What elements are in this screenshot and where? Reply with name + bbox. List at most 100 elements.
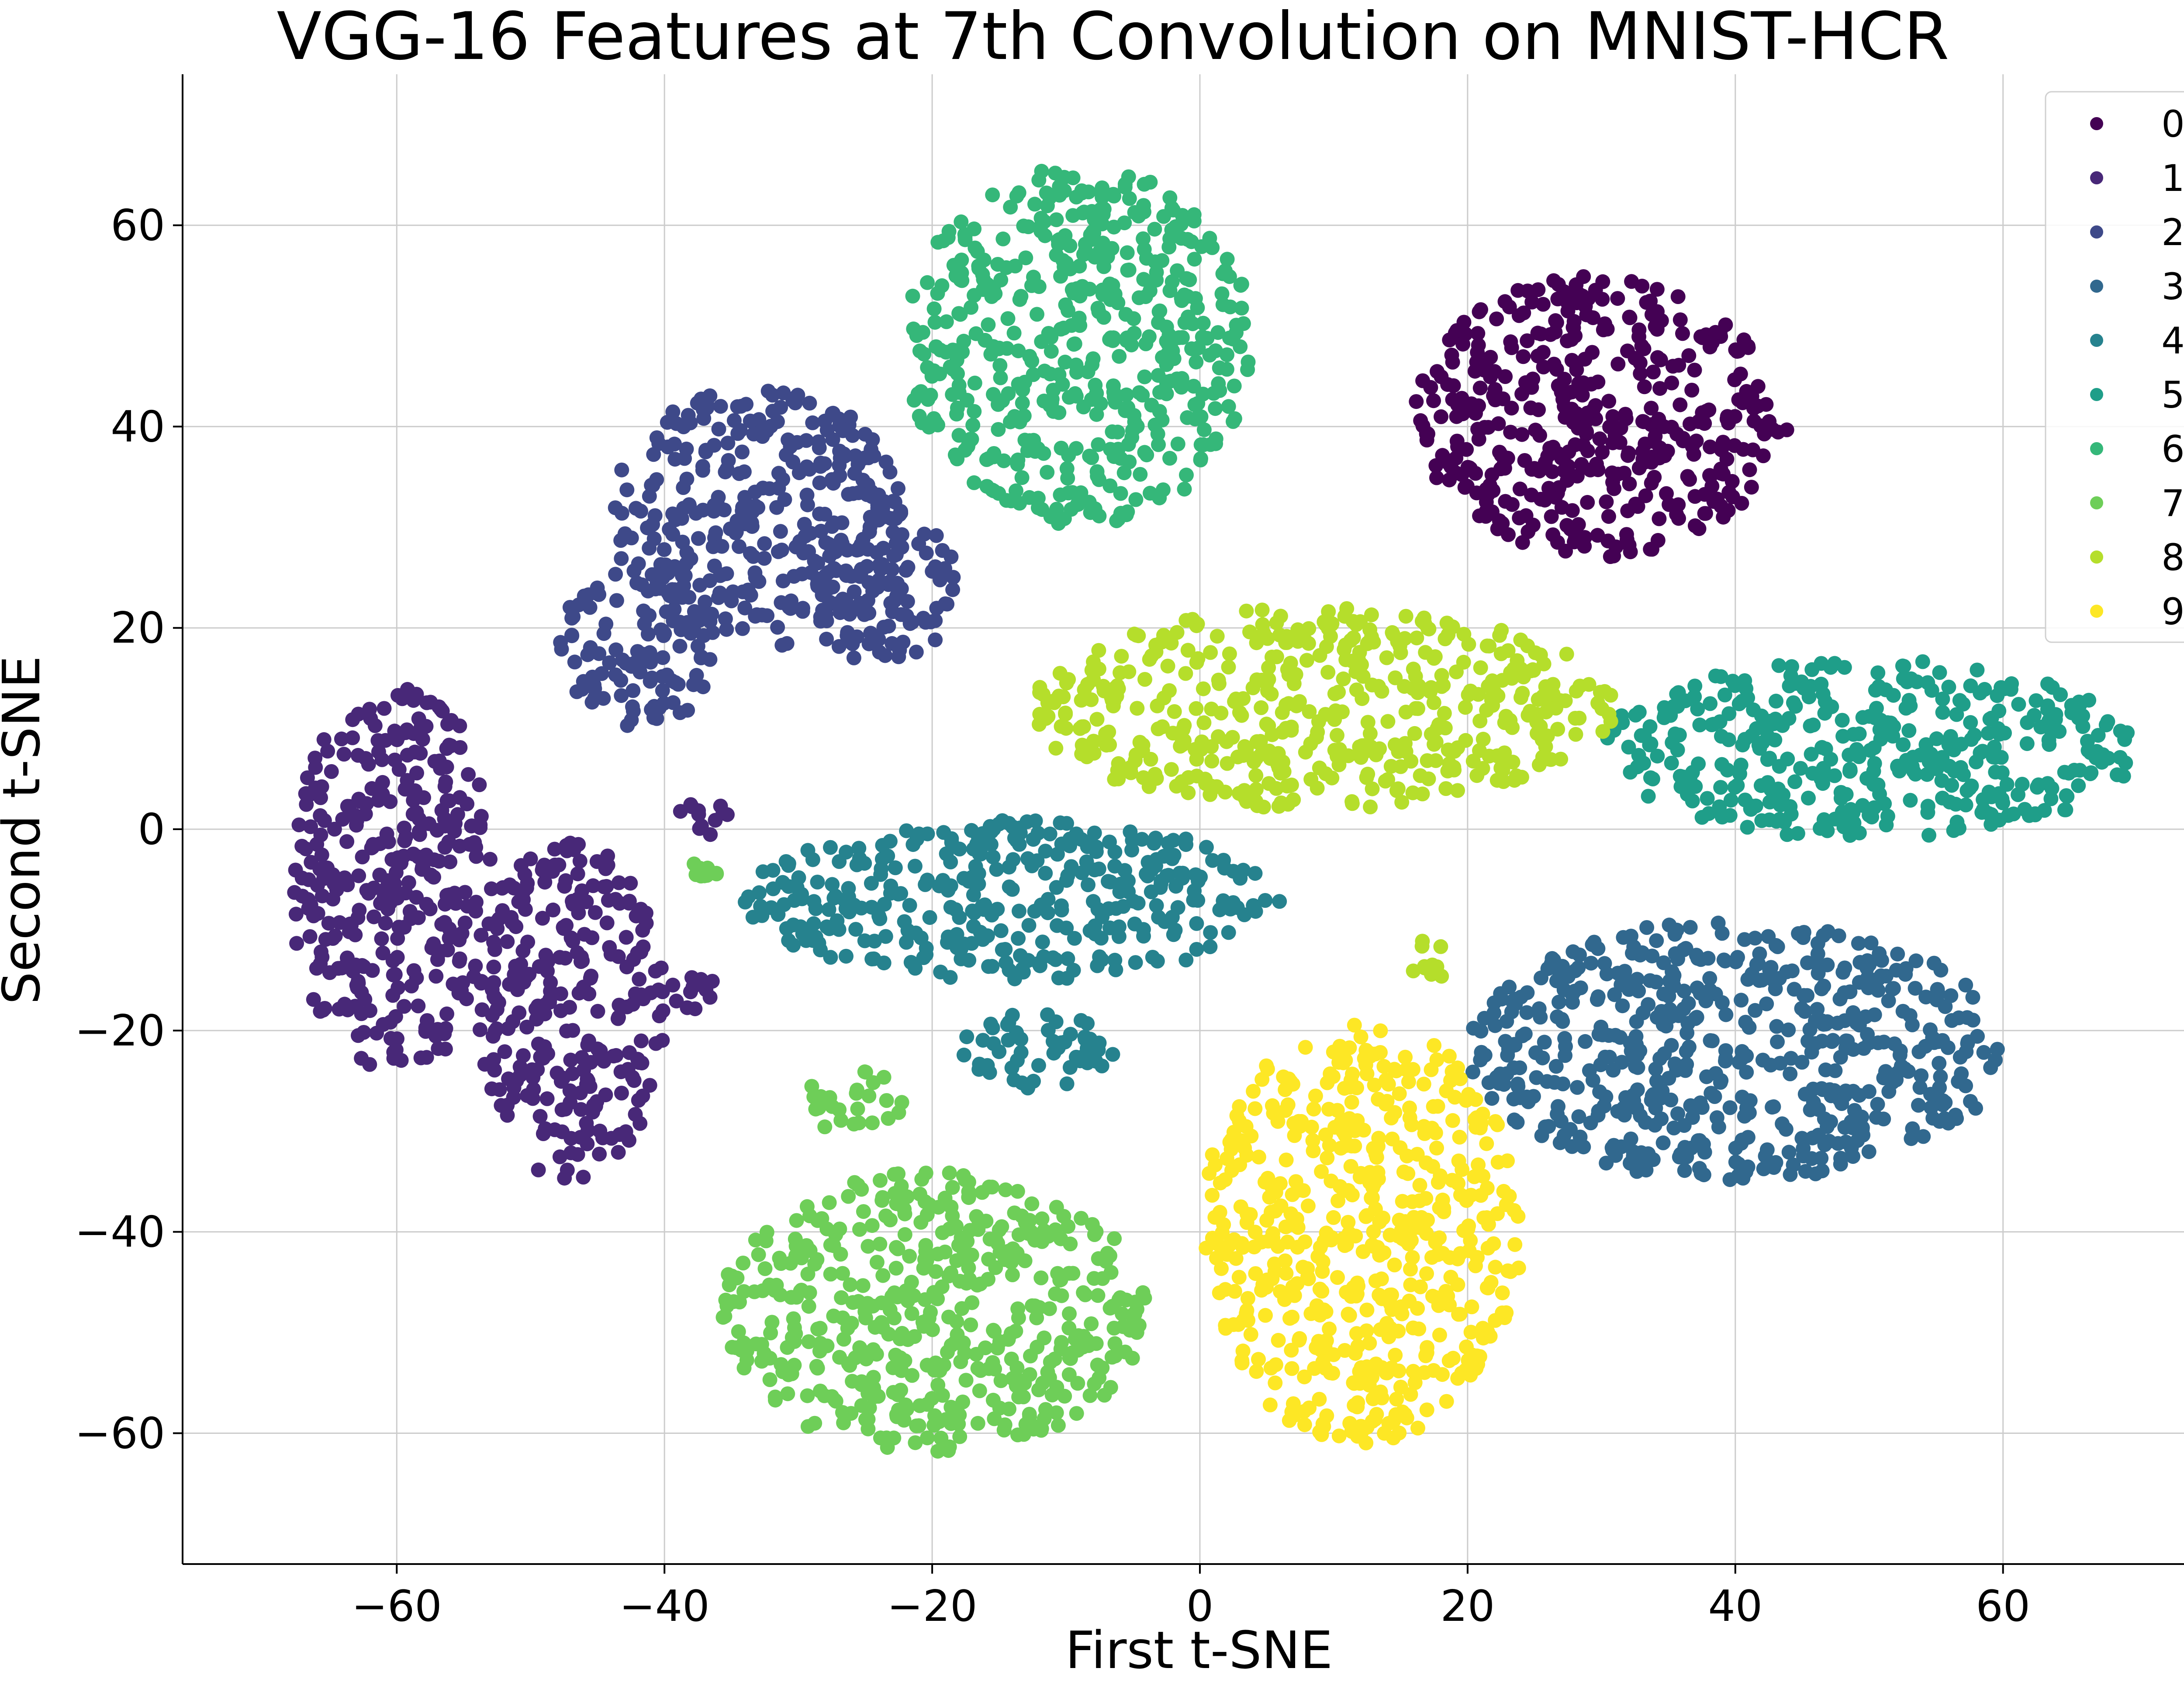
data-point bbox=[532, 1109, 548, 1124]
data-point bbox=[981, 451, 996, 466]
data-point bbox=[315, 1003, 331, 1018]
data-point bbox=[810, 1322, 826, 1336]
data-point bbox=[683, 984, 698, 1000]
data-point bbox=[968, 326, 984, 341]
data-point bbox=[1622, 476, 1637, 491]
data-point bbox=[867, 1389, 881, 1405]
data-point bbox=[1445, 1113, 1460, 1128]
data-point bbox=[1355, 669, 1371, 684]
data-point bbox=[795, 604, 810, 619]
data-point bbox=[1756, 1161, 1771, 1177]
data-point bbox=[874, 557, 890, 572]
data-point bbox=[468, 959, 483, 974]
data-point bbox=[645, 478, 660, 493]
data-point bbox=[1196, 437, 1211, 452]
data-point bbox=[1032, 1300, 1047, 1315]
data-point bbox=[1571, 420, 1586, 436]
data-point bbox=[1338, 637, 1353, 653]
data-point bbox=[1137, 369, 1152, 384]
data-point bbox=[1908, 767, 1923, 782]
data-point bbox=[1833, 1049, 1848, 1065]
data-point bbox=[667, 452, 683, 467]
data-point bbox=[1080, 1016, 1095, 1031]
data-point bbox=[1923, 747, 1939, 762]
data-point bbox=[539, 1091, 555, 1106]
data-point bbox=[614, 1086, 629, 1101]
data-point bbox=[1810, 1002, 1825, 1017]
data-point bbox=[1221, 659, 1236, 675]
data-point bbox=[2057, 802, 2072, 817]
data-point bbox=[2101, 751, 2116, 766]
data-point bbox=[532, 959, 547, 974]
data-point bbox=[1227, 378, 1242, 394]
data-point bbox=[1362, 726, 1378, 741]
data-point bbox=[291, 817, 307, 833]
data-point bbox=[680, 1000, 695, 1015]
data-point bbox=[983, 346, 999, 362]
data-point bbox=[1623, 1132, 1638, 1146]
data-point bbox=[1595, 1027, 1610, 1042]
data-point bbox=[715, 805, 731, 820]
data-point bbox=[720, 436, 736, 451]
data-point bbox=[1581, 677, 1597, 692]
data-point bbox=[1398, 736, 1413, 751]
data-point bbox=[805, 415, 820, 430]
data-point bbox=[473, 1022, 487, 1037]
data-point bbox=[906, 321, 921, 336]
data-point bbox=[1180, 232, 1195, 247]
data-point bbox=[702, 990, 718, 1005]
data-point bbox=[1090, 1288, 1106, 1303]
data-point bbox=[1551, 378, 1566, 393]
data-point bbox=[1136, 231, 1151, 246]
data-point bbox=[871, 632, 886, 647]
data-point bbox=[375, 775, 390, 790]
data-point bbox=[1890, 946, 1905, 962]
data-point bbox=[1626, 1093, 1641, 1108]
data-point bbox=[1463, 1325, 1479, 1340]
data-point bbox=[875, 838, 890, 853]
data-point bbox=[1592, 431, 1607, 446]
data-point bbox=[632, 665, 648, 680]
data-point bbox=[1072, 721, 1088, 736]
data-point bbox=[843, 1277, 858, 1292]
data-point bbox=[1089, 464, 1105, 479]
data-point bbox=[1426, 1363, 1441, 1378]
data-point bbox=[609, 593, 624, 608]
data-point bbox=[676, 578, 691, 593]
data-point bbox=[1663, 1092, 1679, 1108]
data-point bbox=[810, 875, 825, 889]
data-point bbox=[526, 1082, 541, 1097]
data-point bbox=[964, 1295, 980, 1310]
data-point bbox=[1305, 1133, 1320, 1148]
data-point bbox=[983, 1017, 999, 1031]
data-point bbox=[1365, 781, 1380, 796]
data-point bbox=[1598, 1089, 1614, 1104]
data-point bbox=[1852, 1018, 1867, 1033]
data-point bbox=[695, 463, 710, 478]
data-point bbox=[774, 543, 789, 557]
data-point bbox=[422, 816, 437, 831]
data-point bbox=[1203, 939, 1218, 955]
data-point bbox=[1540, 728, 1555, 744]
data-point bbox=[1535, 1050, 1550, 1066]
data-point bbox=[1062, 1306, 1077, 1321]
data-point bbox=[1739, 1065, 1754, 1080]
data-point bbox=[888, 1260, 904, 1276]
data-point bbox=[644, 567, 660, 582]
data-point bbox=[1565, 944, 1581, 959]
data-point bbox=[763, 1326, 778, 1340]
data-point bbox=[1119, 1292, 1134, 1308]
data-point bbox=[1373, 1322, 1388, 1337]
data-point bbox=[1455, 336, 1471, 352]
data-point bbox=[898, 1283, 913, 1298]
data-point bbox=[1816, 812, 1832, 827]
data-point bbox=[1139, 447, 1154, 463]
data-point bbox=[1485, 673, 1500, 689]
data-point bbox=[1098, 1254, 1113, 1269]
data-point bbox=[776, 385, 791, 401]
data-point bbox=[1618, 411, 1634, 426]
data-point bbox=[673, 804, 688, 819]
data-point bbox=[1828, 1063, 1843, 1078]
data-point bbox=[1012, 414, 1027, 429]
